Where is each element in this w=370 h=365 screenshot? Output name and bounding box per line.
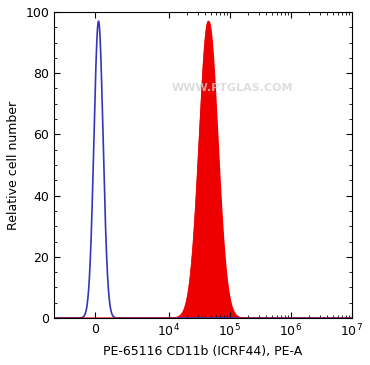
Text: WWW.PTGLAS.COM: WWW.PTGLAS.COM xyxy=(172,84,293,93)
Y-axis label: Relative cell number: Relative cell number xyxy=(7,100,20,230)
X-axis label: PE-65116 CD11b (ICRF44), PE-A: PE-65116 CD11b (ICRF44), PE-A xyxy=(103,345,303,358)
